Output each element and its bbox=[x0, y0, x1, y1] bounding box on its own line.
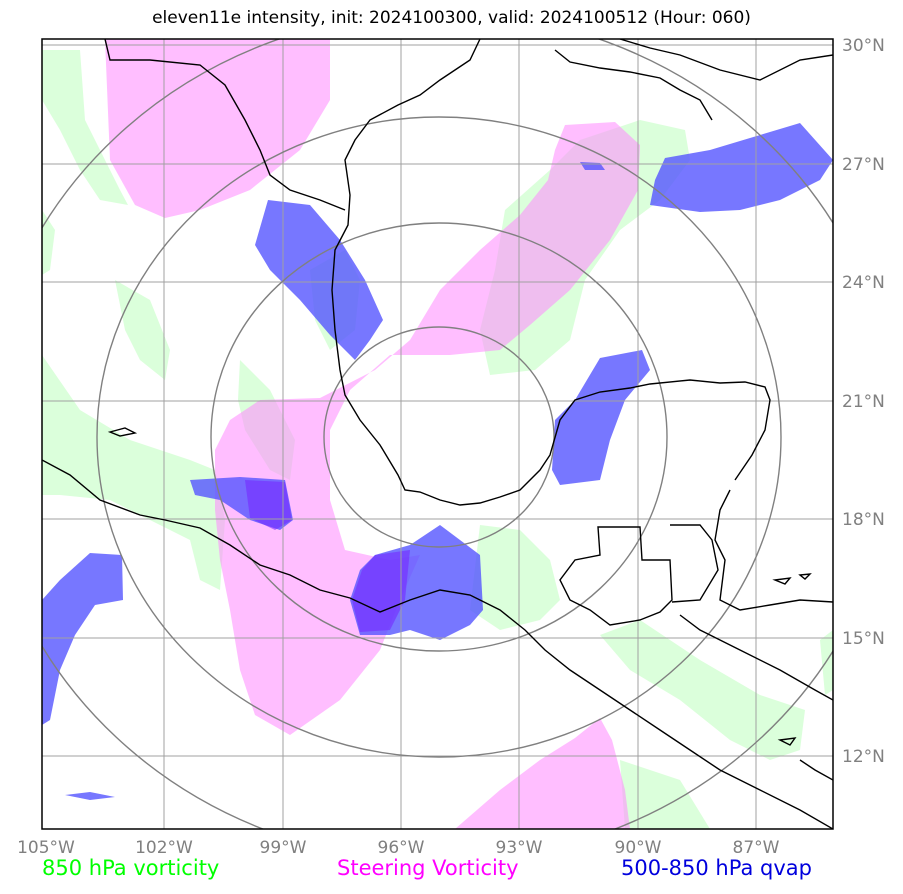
range-ring bbox=[210, 222, 668, 652]
lat-tick-label: 21°N bbox=[842, 392, 885, 412]
steering-region bbox=[105, 39, 330, 218]
border-us-mexico bbox=[104, 39, 346, 211]
vort850-region bbox=[600, 620, 805, 760]
lon-tick-label: 87°W bbox=[733, 838, 780, 858]
vort850-region bbox=[42, 355, 225, 590]
gridlines bbox=[42, 39, 833, 829]
lon-tick-label: 99°W bbox=[260, 838, 307, 858]
coastline-pacific bbox=[42, 459, 833, 829]
coastline-gulf-west bbox=[331, 39, 771, 506]
island bbox=[777, 737, 797, 746]
lon-tick-label: 105°W bbox=[17, 838, 75, 858]
legend-steering: Steering Vorticity bbox=[337, 856, 519, 880]
steering-region bbox=[215, 122, 640, 735]
vort850-region bbox=[42, 50, 128, 205]
coastline-gulf-north bbox=[554, 49, 713, 121]
overlap-region bbox=[245, 480, 292, 530]
lon-tick-label: 96°W bbox=[378, 838, 425, 858]
island bbox=[772, 577, 792, 585]
range-ring bbox=[323, 326, 555, 548]
range-ring bbox=[96, 116, 782, 758]
map-title: eleven11e intensity, init: 2024100300, v… bbox=[152, 8, 751, 28]
island bbox=[107, 427, 138, 437]
island bbox=[798, 573, 812, 580]
lat-tick-label: 15°N bbox=[842, 629, 885, 649]
coastline-central-america bbox=[799, 759, 833, 781]
legend-vort850: 850 hPa vorticity bbox=[42, 856, 220, 880]
steering-shading bbox=[105, 39, 640, 829]
qvap-region bbox=[255, 200, 383, 360]
lat-tick-label: 24°N bbox=[842, 273, 885, 293]
coastlines bbox=[42, 39, 833, 829]
lon-tick-label: 93°W bbox=[496, 838, 543, 858]
lat-tick-labels: 12°N 15°N 18°N 21°N 24°N 27°N 30°N bbox=[842, 36, 885, 767]
vort850-region bbox=[820, 630, 833, 695]
border-guatemala bbox=[559, 526, 673, 626]
vort850-region bbox=[115, 280, 170, 380]
lon-tick-label: 90°W bbox=[615, 838, 662, 858]
vort850-region bbox=[620, 760, 710, 829]
vort850-region bbox=[42, 210, 55, 275]
coastline-central-america bbox=[679, 614, 833, 701]
qvap-shading bbox=[42, 123, 833, 800]
legend-qvap: 500-850 hPa qvap bbox=[621, 856, 812, 880]
lat-tick-label: 12°N bbox=[842, 747, 885, 767]
qvap-region bbox=[552, 350, 650, 485]
steering-region bbox=[455, 718, 630, 829]
border-belize bbox=[670, 524, 719, 603]
qvap-region bbox=[65, 792, 115, 800]
lon-tick-label: 102°W bbox=[135, 838, 193, 858]
plot-frame bbox=[41, 38, 834, 830]
lat-tick-label: 30°N bbox=[842, 36, 885, 56]
overlap-shading bbox=[245, 480, 410, 632]
vort850-region bbox=[470, 525, 560, 630]
coastline-yucatan-east bbox=[714, 489, 833, 611]
lat-tick-label: 18°N bbox=[842, 510, 885, 530]
lon-tick-labels: 105°W 102°W 99°W 96°W 93°W 90°W 87°W bbox=[17, 838, 780, 858]
lat-tick-label: 27°N bbox=[842, 155, 885, 175]
qvap-region bbox=[650, 123, 833, 212]
overlap-region bbox=[352, 550, 410, 632]
range-rings bbox=[42, 39, 833, 829]
qvap-region bbox=[42, 553, 123, 725]
coastline-gulf-north bbox=[619, 39, 833, 81]
